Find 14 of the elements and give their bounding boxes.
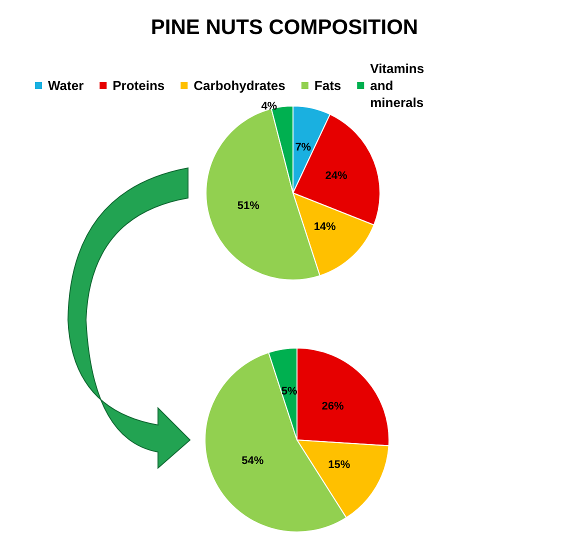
data-label: 7% — [295, 142, 312, 154]
legend-label: Carbohydrates — [194, 78, 286, 93]
data-label: 24% — [325, 170, 348, 182]
data-label: 26% — [322, 400, 344, 412]
legend-label: Proteins — [112, 78, 165, 93]
legend-label: Water — [48, 78, 84, 93]
legend-label: Vitamins and minerals — [370, 61, 428, 110]
data-label: 51% — [237, 200, 260, 212]
legend-label: Fats — [314, 78, 342, 93]
data-label: 14% — [314, 220, 336, 233]
data-label: 15% — [328, 458, 350, 471]
data-label: 54% — [242, 454, 264, 467]
chart-title: PINE NUTS COMPOSITION — [150, 16, 418, 39]
data-label: 4% — [261, 100, 278, 113]
